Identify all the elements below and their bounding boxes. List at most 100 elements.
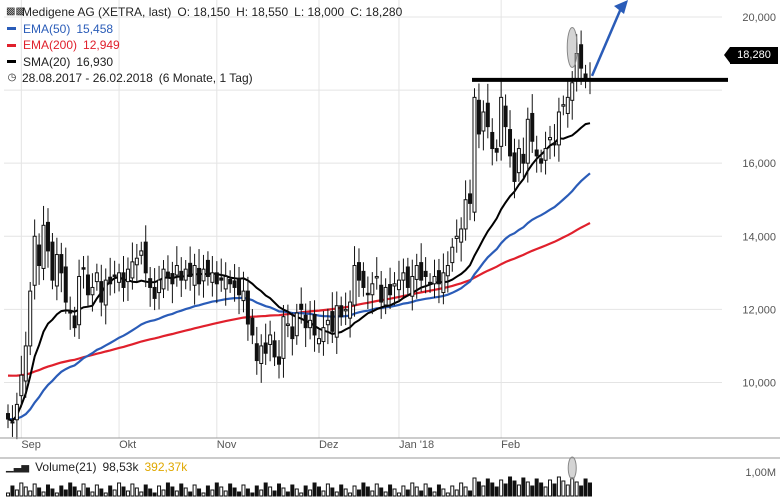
candle-body bbox=[490, 131, 495, 150]
candle-body bbox=[68, 310, 73, 314]
candle-body bbox=[152, 286, 157, 299]
candle-body bbox=[23, 345, 28, 382]
candle-body bbox=[441, 272, 446, 294]
volume-bar bbox=[179, 483, 184, 497]
legend-ema200[interactable]: EMA(200) 12,949 bbox=[6, 37, 408, 54]
candle-body bbox=[423, 270, 428, 277]
volume-bar bbox=[72, 486, 77, 497]
volume-bar bbox=[237, 491, 242, 497]
candle-body bbox=[99, 281, 104, 303]
candle-body bbox=[90, 286, 95, 296]
volume-bar bbox=[250, 492, 255, 497]
candle-body bbox=[365, 292, 370, 296]
volume-bar bbox=[68, 482, 73, 497]
candle-body bbox=[552, 142, 557, 146]
title-row: ▩▩ Medigene AG (XETRA, last) O: 18,150 H… bbox=[6, 4, 408, 21]
x-tick-label: Jan '18 bbox=[399, 439, 434, 451]
volume-bar bbox=[192, 484, 197, 497]
volume-bar bbox=[410, 482, 415, 497]
candle-body bbox=[499, 96, 504, 147]
volume-bar bbox=[374, 483, 379, 497]
candle-body bbox=[294, 312, 299, 337]
candle-body bbox=[436, 270, 441, 285]
candle-body bbox=[374, 275, 379, 279]
candle-body bbox=[512, 152, 517, 182]
volume-bar bbox=[23, 486, 28, 497]
volume-bar bbox=[161, 489, 166, 497]
volume-bar bbox=[516, 484, 521, 497]
candle-body bbox=[521, 153, 526, 164]
volume-bar bbox=[583, 478, 588, 497]
candle-body bbox=[6, 413, 10, 420]
candle-body bbox=[254, 343, 259, 362]
volume-bar bbox=[561, 480, 566, 497]
volume-bar bbox=[99, 488, 104, 497]
volume-bar bbox=[165, 482, 170, 497]
sma20-swatch bbox=[7, 60, 16, 64]
volume-bar bbox=[90, 491, 95, 497]
candle-body bbox=[10, 421, 15, 424]
volume-bar bbox=[392, 488, 397, 497]
high-value: H: 18,550 bbox=[236, 5, 289, 19]
volume-bar bbox=[321, 490, 326, 497]
candle-body bbox=[108, 276, 113, 285]
sma20-line bbox=[7, 122, 591, 423]
volume-bar bbox=[285, 491, 290, 497]
volume-bar bbox=[476, 481, 481, 497]
candle-body bbox=[556, 111, 561, 146]
volume-bar bbox=[117, 482, 122, 497]
volume-bar bbox=[45, 484, 50, 497]
volume-bar bbox=[241, 484, 246, 497]
ema50-swatch bbox=[7, 27, 16, 31]
volume-bar bbox=[201, 492, 206, 497]
volume-bar bbox=[445, 492, 450, 497]
candle-body bbox=[245, 290, 250, 325]
grid-lines bbox=[4, 0, 722, 438]
candle-body bbox=[281, 316, 286, 359]
legend-sma20[interactable]: SMA(20) 16,930 bbox=[6, 54, 408, 71]
candle-body bbox=[503, 105, 508, 128]
volume-bar bbox=[441, 488, 446, 497]
volume-bar bbox=[343, 488, 348, 497]
instrument-title: Medigene AG (XETRA, last) bbox=[22, 5, 172, 19]
y-tick-label: 16,000 bbox=[742, 158, 776, 170]
candle-body bbox=[361, 270, 366, 288]
volume-bar bbox=[28, 490, 33, 497]
volume-bar bbox=[463, 486, 468, 497]
volume-bar bbox=[6, 492, 10, 497]
x-tick-label: Nov bbox=[217, 439, 237, 451]
candle-body bbox=[94, 272, 99, 283]
volume-bar bbox=[365, 486, 370, 497]
candle-body bbox=[19, 374, 24, 397]
candle-body bbox=[45, 221, 50, 252]
open-value: O: 18,150 bbox=[177, 5, 231, 19]
candle-body bbox=[54, 254, 59, 287]
candle-body bbox=[183, 268, 188, 281]
candle-body bbox=[548, 137, 553, 141]
candle-body bbox=[77, 275, 82, 326]
last-price-tag: 18,280 bbox=[724, 47, 778, 64]
volume-bar bbox=[19, 482, 24, 497]
volume-bar bbox=[405, 489, 410, 497]
volume-bar bbox=[525, 481, 530, 497]
volume-bar bbox=[130, 483, 135, 497]
candle-body bbox=[143, 241, 148, 274]
volume-bar bbox=[148, 488, 153, 497]
spike-highlight-ellipse bbox=[566, 27, 578, 69]
candle-body bbox=[188, 262, 193, 277]
ema50-value: 15,458 bbox=[76, 21, 114, 36]
legend-ema50[interactable]: EMA(50) 15,458 bbox=[6, 21, 408, 38]
candle-body bbox=[232, 280, 237, 288]
candle-body bbox=[463, 199, 468, 230]
volume-highlight-ellipse bbox=[567, 456, 577, 480]
volume-bar bbox=[32, 483, 37, 497]
candle-body bbox=[192, 265, 197, 286]
volume-bar bbox=[223, 490, 228, 497]
x-tick-label: Okt bbox=[119, 439, 136, 451]
candle-body bbox=[401, 272, 406, 281]
chart-legend: ▩▩ Medigene AG (XETRA, last) O: 18,150 H… bbox=[6, 4, 408, 87]
volume-bar bbox=[312, 482, 317, 497]
candle-body bbox=[103, 279, 108, 306]
ema200-swatch bbox=[7, 43, 16, 47]
